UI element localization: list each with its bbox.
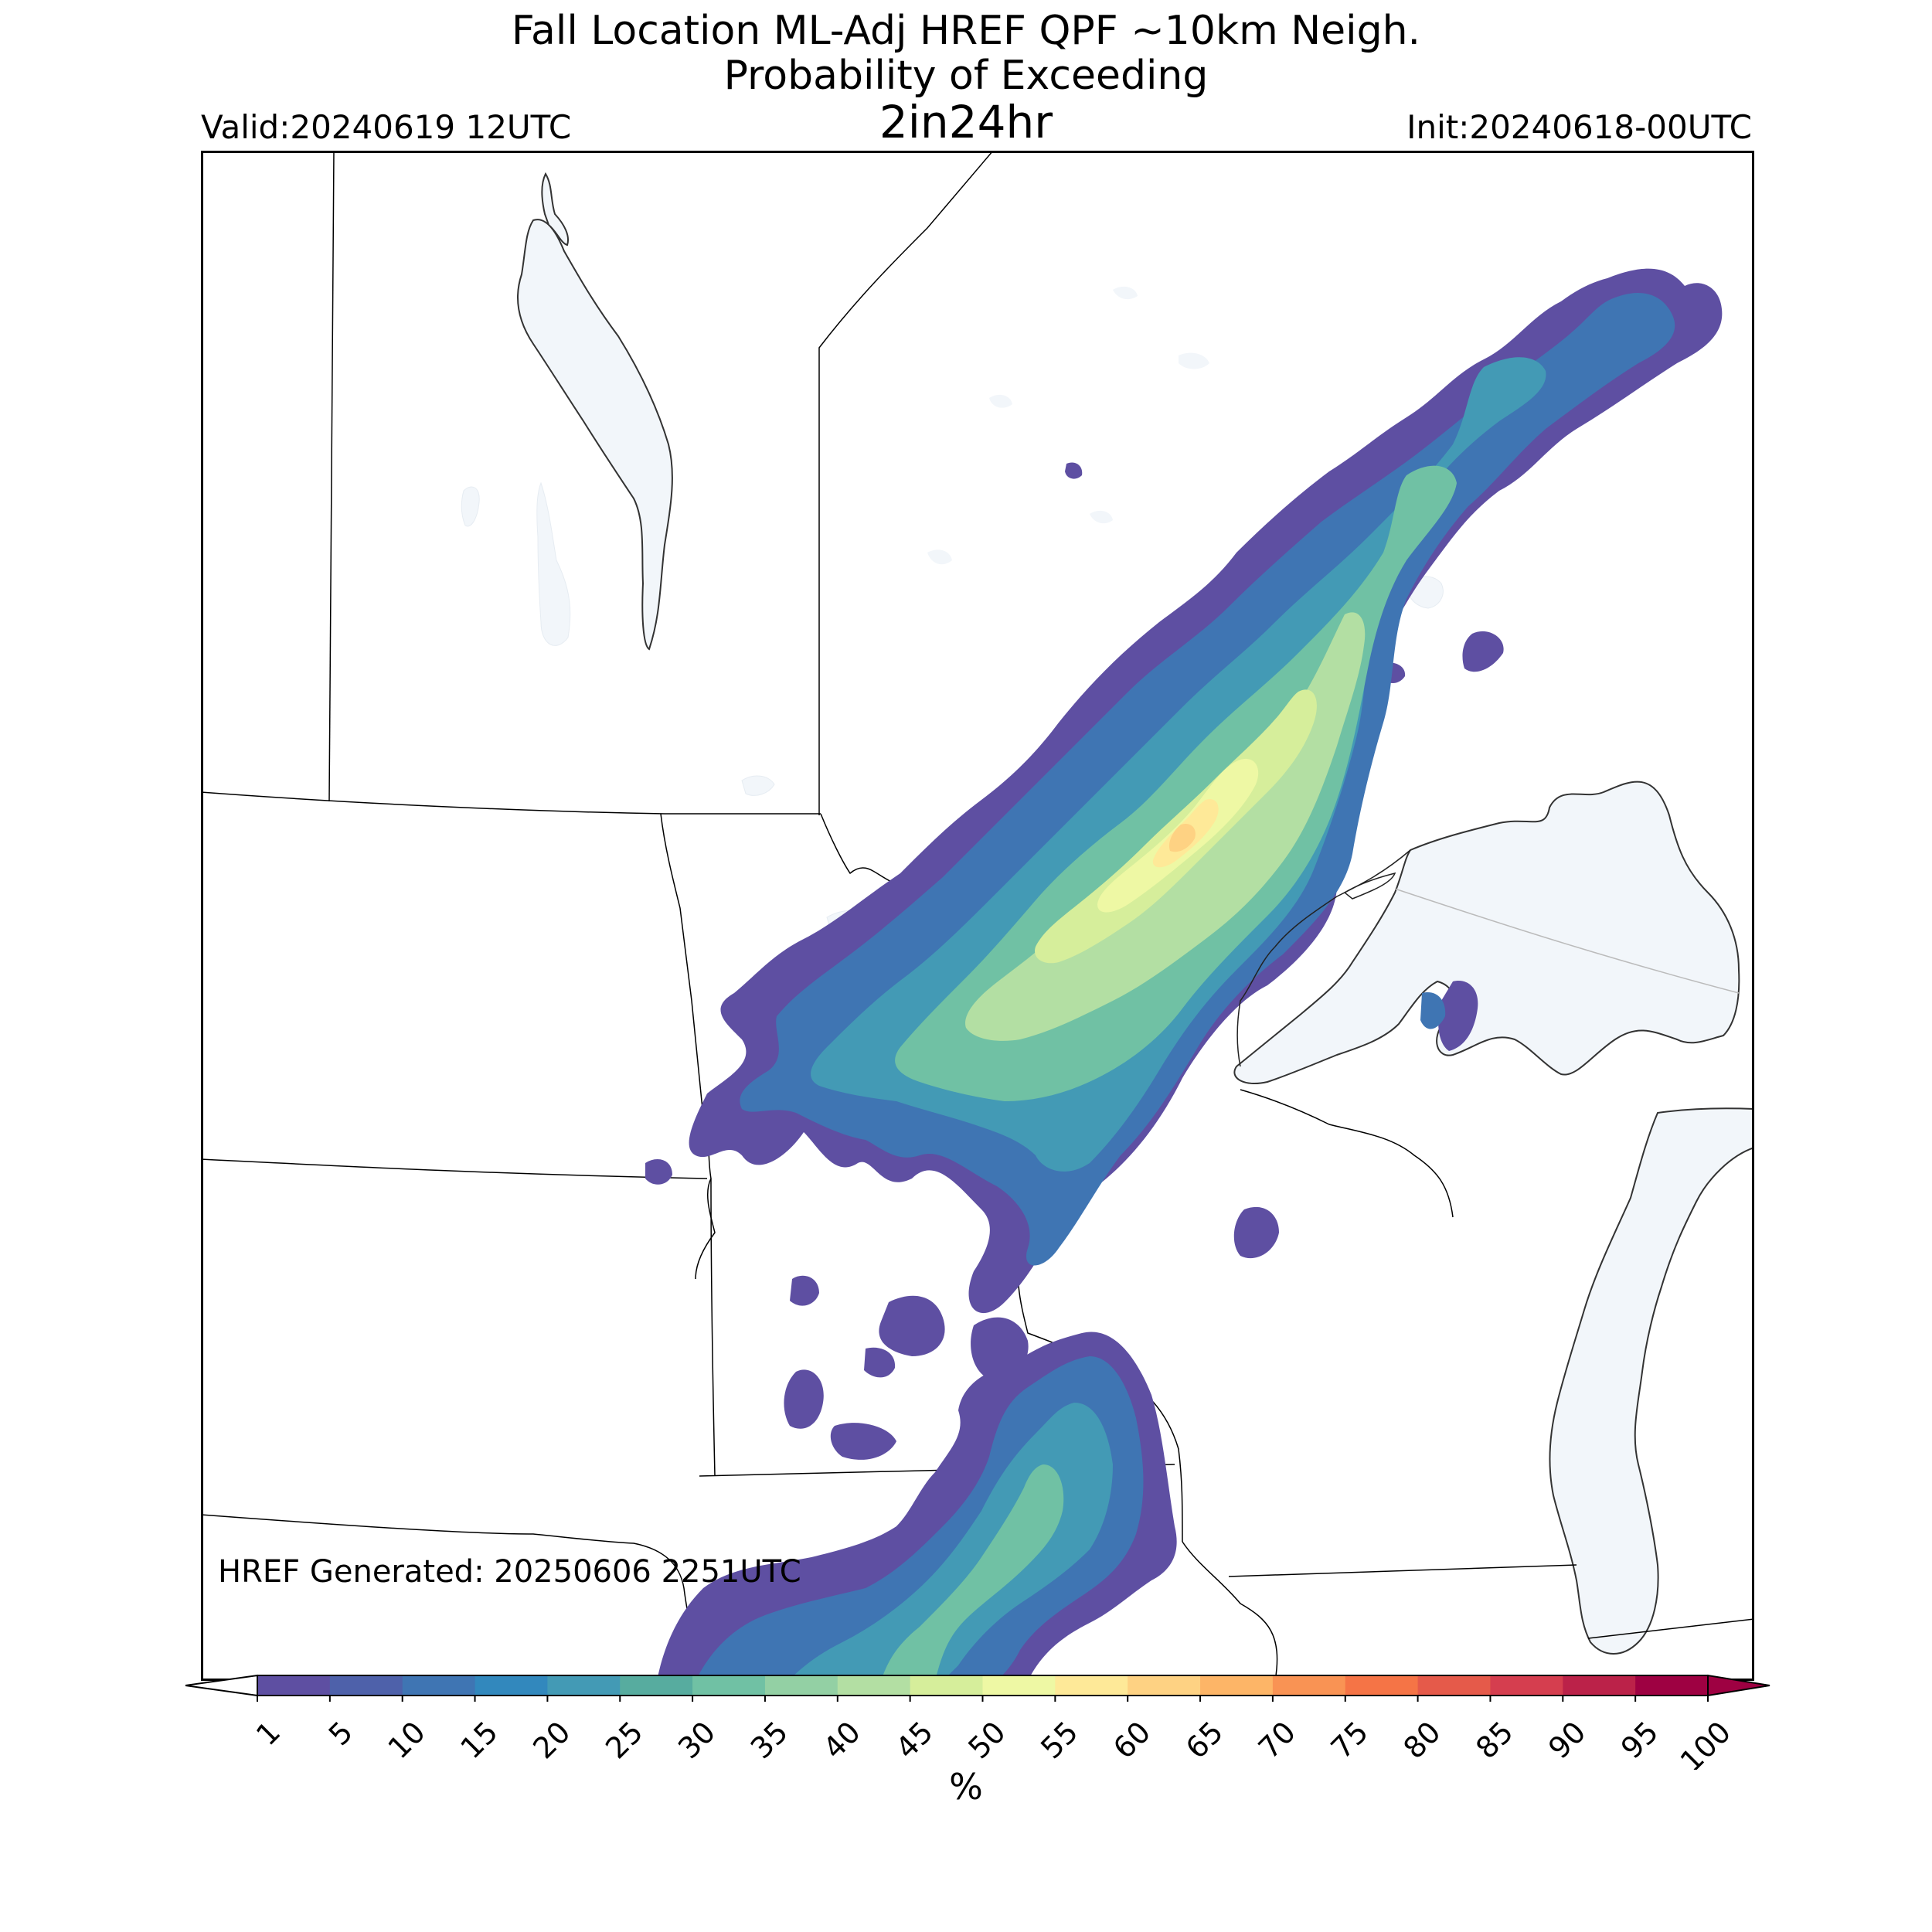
colorbar-swatch bbox=[1055, 1675, 1128, 1696]
lakes-layer bbox=[461, 172, 1754, 1655]
colorbar-tick-label: 85 bbox=[1469, 1715, 1519, 1765]
colorbar-tick-label: 5 bbox=[322, 1715, 359, 1752]
colorbar-tick-label: 15 bbox=[454, 1715, 504, 1765]
colorbar-swatch bbox=[257, 1675, 331, 1696]
colorbar-swatch bbox=[474, 1675, 548, 1696]
colorbar-tick-label: 55 bbox=[1034, 1715, 1084, 1765]
colorbar-extend-max bbox=[1707, 1674, 1770, 1697]
chart-title-line-2: Probability of Exceeding bbox=[723, 53, 1209, 99]
colorbar-tick-label: 45 bbox=[889, 1715, 940, 1765]
lake-winnipeg bbox=[517, 172, 673, 651]
north-dakota-south-dakota-border bbox=[201, 1158, 708, 1179]
south-dakota-minnesota-border bbox=[710, 1178, 716, 1477]
colorbar-tick-label: 35 bbox=[744, 1715, 794, 1765]
colorbar-swatch bbox=[910, 1675, 983, 1696]
colorbar-tick-label: 75 bbox=[1325, 1715, 1375, 1765]
colorbar-tick-labels: 1 5 10 15 20 25 30 35 40 45 50 55 60 65 70 75 80 85 90 95 10… bbox=[250, 1696, 1737, 1770]
isle-royale bbox=[1343, 872, 1396, 900]
colorbar-swatch bbox=[1272, 1675, 1346, 1696]
colorbar: 1 5 10 15 20 25 30 35 40 45 50 55 60 65 70 75 80 85 90 95 10… bbox=[185, 1674, 1770, 1770]
colorbar-tick-label: 60 bbox=[1107, 1715, 1157, 1765]
colorbar-swatch bbox=[1417, 1675, 1491, 1696]
coastline-overlay bbox=[1236, 849, 1411, 1067]
probability-field bbox=[645, 268, 1723, 1681]
colorbar-tick-label: 70 bbox=[1252, 1715, 1302, 1765]
colorbar-tick-label: 1 bbox=[250, 1715, 287, 1752]
colorbar-tick-label: 40 bbox=[817, 1715, 867, 1765]
colorbar-swatch bbox=[620, 1675, 693, 1696]
colorbar-tick-label: 20 bbox=[526, 1715, 577, 1765]
colorbar-tick-label: 80 bbox=[1396, 1715, 1447, 1765]
chart-title-line-1: Fall Location ML-Adj HREF QPF ~10km Neig… bbox=[511, 8, 1421, 54]
us-canada-border-great-lakes bbox=[1394, 888, 1740, 994]
colorbar-swatch bbox=[329, 1675, 403, 1696]
colorbar-swatch bbox=[692, 1675, 766, 1696]
colorbar-tick-label: 65 bbox=[1179, 1715, 1230, 1765]
south-dakota-nebraska-border bbox=[201, 1514, 704, 1681]
colorbar-boxes bbox=[185, 1674, 1770, 1697]
map-panel bbox=[201, 151, 1754, 1681]
colorbar-swatch bbox=[764, 1675, 838, 1696]
saskatchewan-manitoba-border bbox=[328, 151, 335, 802]
wisconsin-illinois-border bbox=[1228, 1564, 1577, 1577]
lake-superior bbox=[1233, 781, 1740, 1085]
prob-contour-60 bbox=[1168, 823, 1196, 852]
wisconsin-michigan-up-border bbox=[1240, 1089, 1454, 1218]
generated-timestamp-label: HREF Generated: 20250606 2251UTC bbox=[218, 1554, 801, 1590]
lake-michigan bbox=[1549, 1107, 1754, 1655]
colorbar-swatch bbox=[1490, 1675, 1563, 1696]
colorbar-swatch bbox=[837, 1675, 911, 1696]
lake-lake-of-woods bbox=[741, 775, 775, 796]
chart-title-line-3: 2in24hr bbox=[879, 96, 1053, 148]
colorbar-unit-label: % bbox=[949, 1766, 983, 1808]
colorbar-tick-label: 25 bbox=[599, 1715, 649, 1765]
colorbar-tick-label: 95 bbox=[1614, 1715, 1665, 1765]
michigan-indiana-border bbox=[1587, 1618, 1754, 1639]
lake-manitoba-small bbox=[461, 486, 480, 527]
valid-time-label: Valid:20240619 12UTC bbox=[201, 108, 572, 146]
colorbar-tick-label: 100 bbox=[1674, 1715, 1737, 1770]
colorbar-swatch bbox=[1128, 1675, 1201, 1696]
colorbar-swatch bbox=[547, 1675, 621, 1696]
colorbar-swatch bbox=[402, 1675, 476, 1696]
init-time-label: Init:20240618-00UTC bbox=[1406, 108, 1752, 146]
canada-us-border-west bbox=[201, 791, 821, 815]
manitoba-ontario-border bbox=[818, 151, 994, 815]
colorbar-extend-min bbox=[185, 1674, 258, 1697]
colorbar-tick-label: 90 bbox=[1542, 1715, 1592, 1765]
iowa-wisconsin-river bbox=[1182, 1541, 1278, 1681]
colorbar-tick-label: 10 bbox=[382, 1715, 432, 1765]
colorbar-swatch bbox=[1200, 1675, 1274, 1696]
colorbar-swatch bbox=[982, 1675, 1056, 1696]
colorbar-swatch bbox=[1563, 1675, 1636, 1696]
colorbar-swatch bbox=[1345, 1675, 1419, 1696]
colorbar-swatch bbox=[1635, 1675, 1709, 1696]
colorbar-tick-label: 30 bbox=[672, 1715, 722, 1765]
lake-winnipegosis bbox=[536, 481, 571, 646]
north-dakota-minnesota-border bbox=[660, 813, 716, 1280]
colorbar-tick-label: 50 bbox=[961, 1715, 1012, 1765]
